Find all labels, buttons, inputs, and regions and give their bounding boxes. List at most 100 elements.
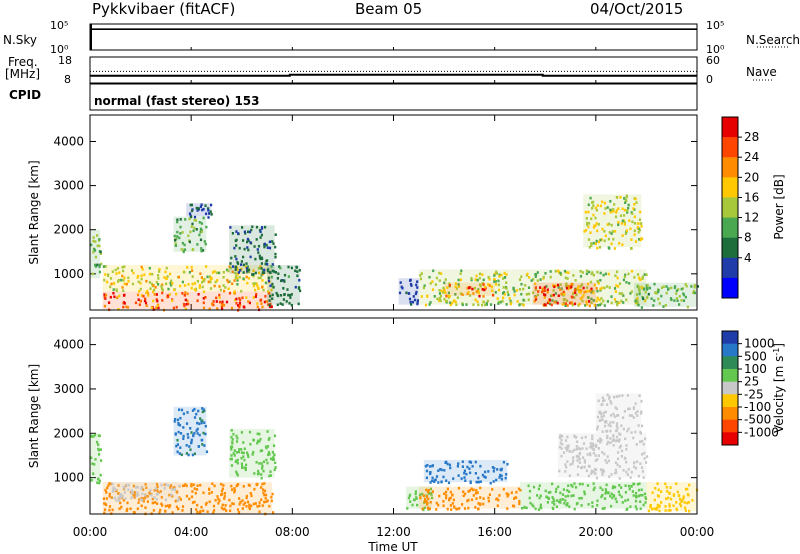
power-cell [122,301,125,305]
power-cell [495,270,498,274]
power-cell [594,216,597,220]
power-cell [561,303,564,306]
power-cell [231,265,235,268]
velocity-cell [584,435,587,439]
velocity-cell [590,472,593,475]
power-cell [269,284,272,288]
power-cell [209,276,213,280]
velocity-cell [681,498,684,502]
velocity-cell [634,402,637,405]
power-cell [455,303,458,307]
power-cell [548,299,551,302]
power-cell [122,294,126,297]
velocity-cell [537,487,540,491]
power-cell [247,277,250,280]
power-cell [557,286,560,289]
velocity-cell [627,484,631,488]
velocity-cell [231,442,234,445]
power-cell [273,270,276,273]
velocity-cell [558,500,561,504]
power-cell [227,280,230,284]
power-cell [204,296,207,299]
velocity-cell [248,506,251,509]
velocity-cell [553,499,556,503]
power-cell [448,282,451,285]
power-cell [416,301,419,304]
power-cell [260,233,263,237]
power-cell [238,246,241,250]
velocity-cell [684,487,688,491]
xtick-label: 00:00 [680,525,715,539]
power-cell [593,304,596,307]
power-cell [496,297,499,300]
power-cell [578,288,582,292]
power-cell [412,295,415,298]
power-colorbar-tick-label: 16 [744,190,759,204]
velocity-cell [260,473,263,476]
power-cell [568,285,571,289]
power-cell [244,232,247,235]
velocity-cell [531,503,534,507]
velocity-cell [208,492,211,495]
power-cell [222,276,225,279]
power-cell [243,230,246,234]
velocity-cell [537,508,540,511]
power-cell [543,286,546,289]
power-cell [176,235,179,238]
power-cell [207,209,210,212]
velocity-cell [273,453,276,457]
velocity-cell [624,484,627,487]
power-cell [299,289,302,293]
power-cell [613,203,616,206]
velocity-cell [607,440,610,444]
power-cell [202,290,206,294]
power-cell [543,296,546,299]
velocity-cell [229,509,232,512]
power-cell [198,221,201,224]
velocity-cell [169,504,172,507]
velocity-cell [260,486,263,489]
power-cell [258,256,262,260]
power-cell [246,240,249,244]
power-cell [256,302,259,305]
power-cell [410,284,413,287]
velocity-cell [185,422,189,425]
power-cell [638,218,642,221]
power-cell [191,269,194,272]
power-cell [570,285,573,288]
power-cell [261,285,264,289]
velocity-cell [621,394,624,397]
velocity-cell [624,491,627,494]
velocity-panel [90,393,699,516]
power-cell [638,277,641,281]
power-cell [447,291,450,295]
velocity-cell [632,482,635,486]
velocity-cell [252,502,255,506]
power-cell [169,281,172,285]
velocity-cell [506,507,509,510]
power-cell [196,243,199,246]
power-cell [108,301,111,304]
velocity-cell [258,440,261,443]
power-cell [624,273,627,277]
power-cell [282,298,285,301]
velocity-cell [130,496,133,500]
velocity-cell [615,424,618,428]
velocity-cell [429,465,432,468]
power-cell [588,300,591,303]
velocity-cell [527,484,530,488]
power-cell [239,269,242,272]
velocity-cell [630,414,634,417]
power-cell [637,303,640,307]
velocity-cell [273,468,276,471]
velocity-cell [443,469,446,472]
velocity-cell [177,430,180,434]
power-cell [684,283,687,286]
velocity-cell [175,444,178,448]
velocity-cell [212,511,215,514]
power-cell [428,303,431,306]
velocity-cell [609,429,612,433]
power-cell [103,278,106,282]
velocity-cell [257,472,260,475]
velocity-cell [609,400,612,403]
